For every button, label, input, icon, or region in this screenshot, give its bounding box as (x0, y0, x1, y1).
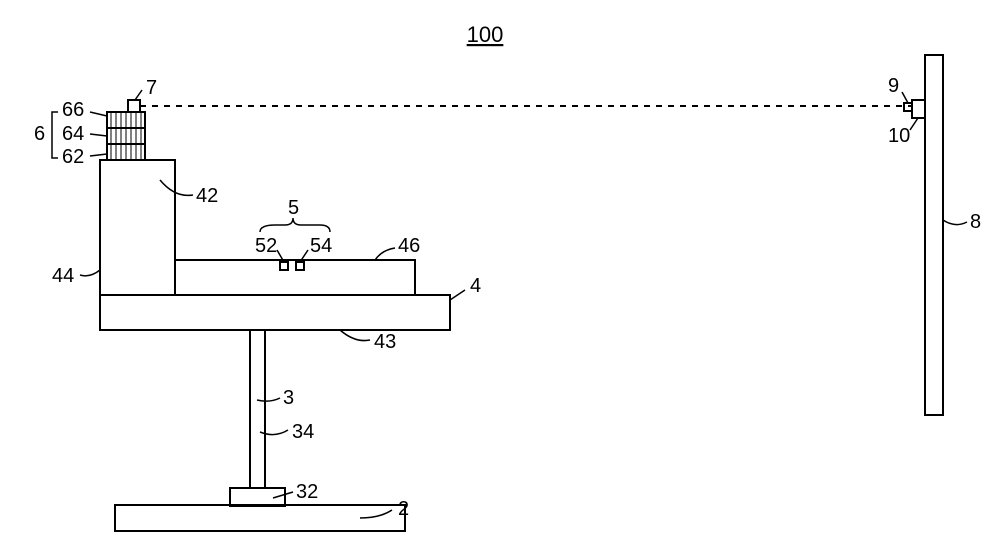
label-2: 2 (398, 498, 409, 520)
label-6: 6 (34, 123, 45, 145)
lead-43 (340, 330, 370, 341)
brace-5 (260, 218, 330, 232)
lead-4 (450, 290, 465, 300)
label-46: 46 (398, 235, 420, 257)
lead-66 (90, 112, 107, 116)
label-3: 3 (283, 387, 294, 409)
label-54: 54 (310, 235, 332, 257)
label-66: 66 (62, 99, 84, 121)
label-52: 52 (255, 235, 277, 257)
lead-7 (135, 90, 142, 100)
lead-64 (90, 134, 107, 136)
part-10 (912, 100, 925, 118)
hatch-62 (111, 144, 141, 160)
lower-beam (100, 295, 450, 330)
label-44: 44 (52, 265, 74, 287)
bracket-6 (52, 112, 58, 158)
hatch-66 (111, 112, 141, 128)
label-32: 32 (296, 481, 318, 503)
label-9: 9 (888, 75, 899, 97)
label-5: 5 (288, 197, 299, 219)
label-34: 34 (292, 421, 314, 443)
vertical-pillar (100, 160, 175, 295)
lead-9 (902, 92, 908, 103)
lead-10 (910, 118, 918, 130)
lead-46 (375, 248, 395, 260)
label-8: 8 (970, 211, 981, 233)
lead-8 (943, 220, 967, 225)
target-plate (925, 55, 943, 415)
figure-title: 100 (467, 22, 504, 47)
label-7: 7 (146, 77, 157, 99)
diagram-svg: 100 (0, 0, 1000, 554)
hatch-64 (111, 128, 141, 144)
lead-44 (80, 270, 100, 276)
lead-2 (360, 510, 392, 518)
label-64: 64 (62, 123, 84, 145)
label-10: 10 (888, 125, 910, 147)
label-43: 43 (374, 331, 396, 353)
lead-32 (273, 492, 293, 498)
lead-62 (90, 154, 107, 156)
label-42: 42 (196, 185, 218, 207)
lead-3 (257, 398, 280, 401)
part-7 (128, 100, 140, 112)
label-4: 4 (470, 275, 481, 297)
label-62: 62 (62, 146, 84, 168)
